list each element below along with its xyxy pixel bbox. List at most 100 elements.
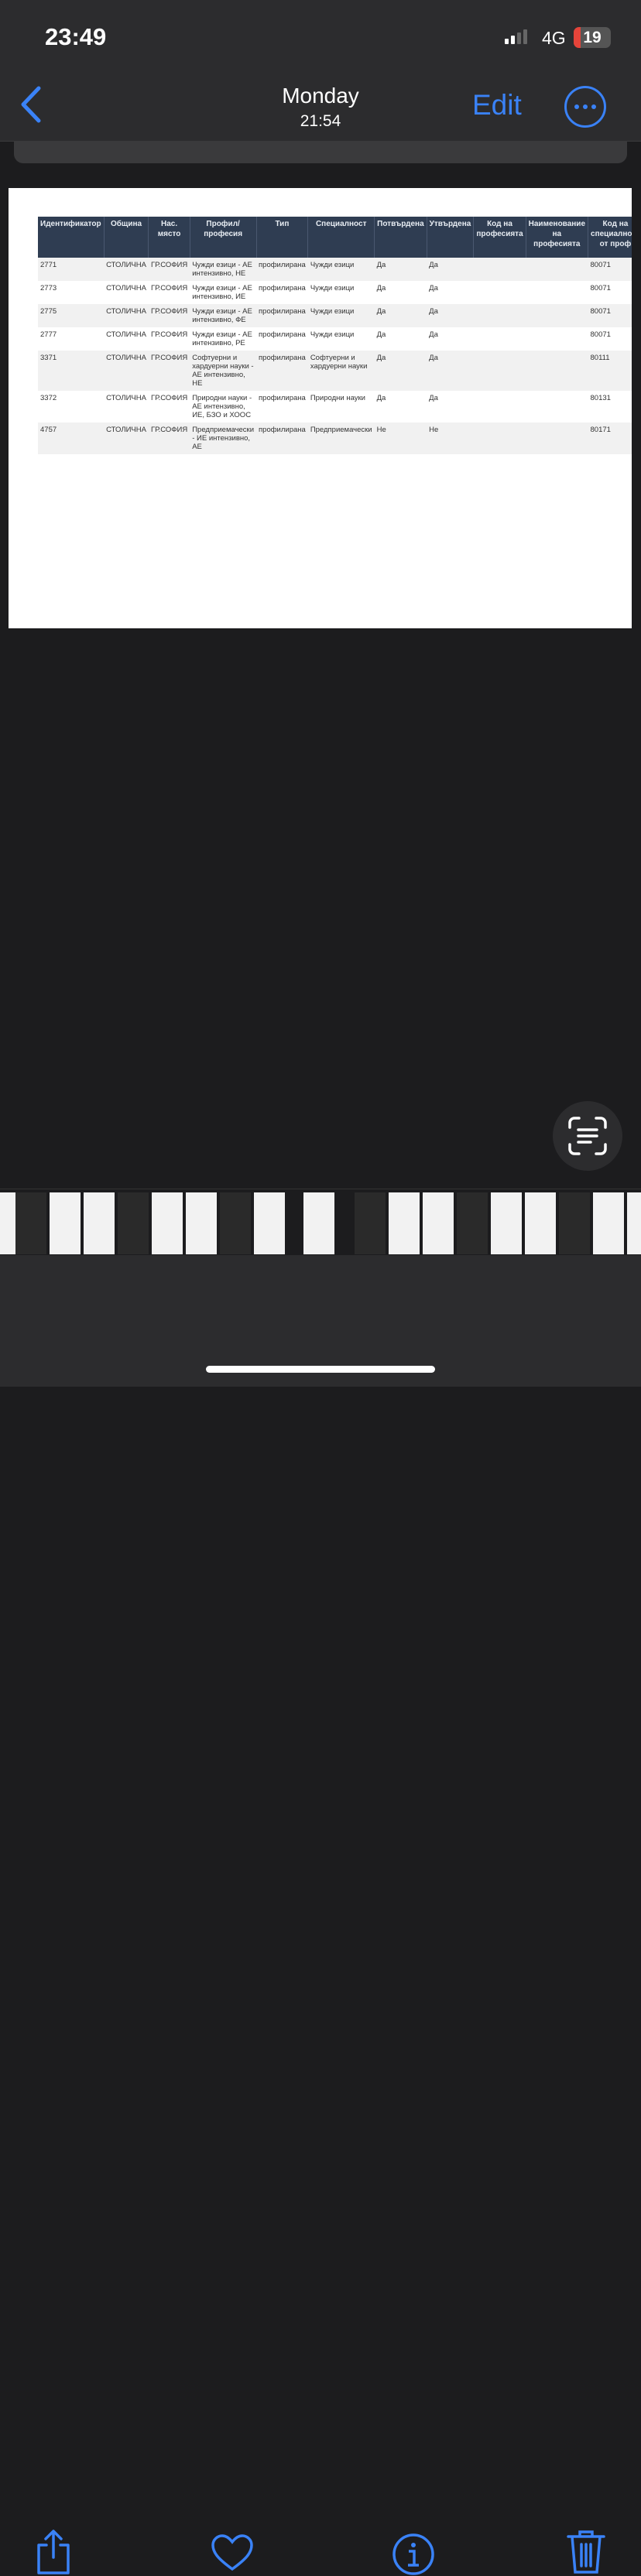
table-cell: Не [427, 422, 474, 454]
table-cell: Чужди езици [307, 258, 375, 281]
table-cell: СТОЛИЧНА [104, 304, 149, 327]
share-icon[interactable] [34, 2528, 73, 2576]
thumbnail[interactable] [84, 1192, 115, 1254]
table-cell: 2773 [40, 284, 57, 292]
table-cell: Чужди езици - АЕ интензивно, ФЕ [190, 304, 257, 327]
table-cell: профилирана [259, 284, 306, 292]
column-header: Профил/ професия [190, 217, 257, 258]
info-icon[interactable] [392, 2533, 435, 2576]
column-header: Потвърдена [374, 217, 427, 258]
thumbnail[interactable] [15, 1192, 46, 1254]
status-time: 23:49 [45, 23, 107, 50]
table-cell: Да [429, 394, 438, 402]
heart-icon[interactable] [211, 2533, 254, 2572]
home-indicator[interactable] [206, 1366, 435, 1373]
table-cell: 4757 [38, 422, 105, 454]
thumbnail[interactable] [254, 1192, 285, 1254]
thumbnail[interactable] [457, 1192, 488, 1254]
table-cell: СТОЛИЧНА [106, 330, 146, 339]
column-header: Община [104, 217, 149, 258]
dot-icon [591, 104, 596, 109]
column-header: Идентификатор [38, 217, 105, 258]
thumbnail[interactable] [118, 1192, 149, 1254]
table-cell: профилирана [259, 394, 306, 402]
table-cell: 80111 [588, 351, 632, 391]
table-cell: Да [429, 284, 438, 292]
table-cell: Не [374, 422, 427, 454]
table-cell: ГР.СОФИЯ [150, 394, 188, 402]
table-cell: ГР.СОФИЯ [150, 284, 188, 292]
thumbnail-strip[interactable] [0, 1189, 641, 1255]
table-cell [473, 304, 526, 327]
thumbnail[interactable] [389, 1192, 420, 1254]
thumbnail[interactable] [525, 1192, 556, 1254]
table-cell: 2775 [38, 304, 105, 327]
table-row: 3371 СТОЛИЧНА ГР.СОФИЯ Софтуерни и хардуерн… [38, 351, 632, 391]
live-text-button[interactable] [553, 1101, 622, 1171]
thumbnail[interactable] [423, 1192, 454, 1254]
column-header: Код на професията [473, 217, 526, 258]
thumbnail[interactable] [50, 1192, 81, 1254]
thumbnail[interactable] [355, 1192, 386, 1254]
battery-level: 19 [583, 29, 602, 46]
edit-button[interactable]: Edit [472, 89, 522, 121]
table-cell [474, 391, 526, 422]
thumbnail[interactable] [303, 1192, 334, 1254]
table-cell [526, 391, 588, 422]
more-button[interactable] [564, 86, 606, 128]
thumbnail[interactable] [152, 1192, 183, 1254]
collapsed-panel [14, 142, 627, 163]
nav-subtitle: 21:54 [300, 112, 341, 130]
table-cell: Да [427, 351, 474, 391]
table-cell: ГР.СОФИЯ [148, 351, 190, 391]
battery-icon: 19 [574, 27, 611, 48]
table-row: 2773 СТОЛИЧНА ГР.СОФИЯ Чужди езици - АЕ инт… [38, 281, 632, 304]
table-cell [473, 258, 526, 281]
table-cell: СТОЛИЧНА [104, 422, 149, 454]
thumbnail[interactable] [220, 1192, 251, 1254]
table-cell: Чужди езици [307, 304, 375, 327]
table-cell: ГР.СОФИЯ [148, 304, 190, 327]
live-text-icon [568, 1117, 607, 1155]
photo-document[interactable]: Идентификатор Община Нас. място Профил/ про… [9, 188, 632, 628]
table-cell: Чужди езици [310, 330, 355, 339]
table-cell: ГР.СОФИЯ [148, 258, 190, 281]
table-cell: Да [374, 258, 427, 281]
thumbnail[interactable] [186, 1192, 217, 1254]
column-header: Нас. място [148, 217, 190, 258]
table-cell: Да [427, 304, 474, 327]
table-cell: Да [376, 284, 386, 292]
back-chevron-icon[interactable] [19, 85, 43, 124]
table-cell: ГР.СОФИЯ [148, 422, 190, 454]
table-cell: СТОЛИЧНА [106, 284, 146, 292]
table-cell: Природни науки - АЕ интензивно, ИЕ, БЗО … [192, 394, 252, 419]
nav-title: Monday [282, 84, 359, 108]
table-cell: Чужди езици - АЕ интензивно, РЕ [192, 330, 252, 347]
table-cell [474, 281, 526, 304]
table-row: 4757 СТОЛИЧНА ГР.СОФИЯ Предприемачески - ИЕ… [38, 422, 632, 454]
dot-icon [583, 104, 588, 109]
table-row: 2777 СТОЛИЧНА ГР.СОФИЯ Чужди езици - АЕ инт… [38, 327, 632, 351]
table-cell: СТОЛИЧНА [104, 258, 149, 281]
thumbnail[interactable] [593, 1192, 624, 1254]
network-type: 4G [542, 28, 566, 48]
table-cell: 80071 [590, 330, 611, 339]
table-row: 2771 СТОЛИЧНА ГР.СОФИЯ Чужди езици - АЕ инт… [38, 258, 632, 281]
column-header: Код на специалност от проф [588, 217, 632, 258]
table-cell: Предприемачески - ИЕ интензивно, АЕ [190, 422, 257, 454]
signal-icon [505, 29, 527, 44]
thumbnail[interactable] [559, 1192, 590, 1254]
table-cell: профилирана [256, 304, 308, 327]
thumbnail[interactable] [627, 1192, 641, 1254]
trash-icon[interactable] [567, 2529, 605, 2575]
table-cell: 2771 [38, 258, 105, 281]
table-cell: 80071 [588, 304, 632, 327]
column-header: Наименование на професията [526, 217, 589, 258]
table-cell [526, 422, 588, 454]
table-cell: Чужди езици [310, 284, 355, 292]
table-cell: 80131 [590, 394, 611, 402]
table-row: 3372 СТОЛИЧНА ГР.СОФИЯ Природни науки - АЕ … [38, 391, 632, 422]
table-cell: 2777 [40, 330, 57, 339]
table-row: 2775 СТОЛИЧНА ГР.СОФИЯ Чужди езици - АЕ инт… [38, 304, 632, 327]
thumbnail[interactable] [491, 1192, 522, 1254]
